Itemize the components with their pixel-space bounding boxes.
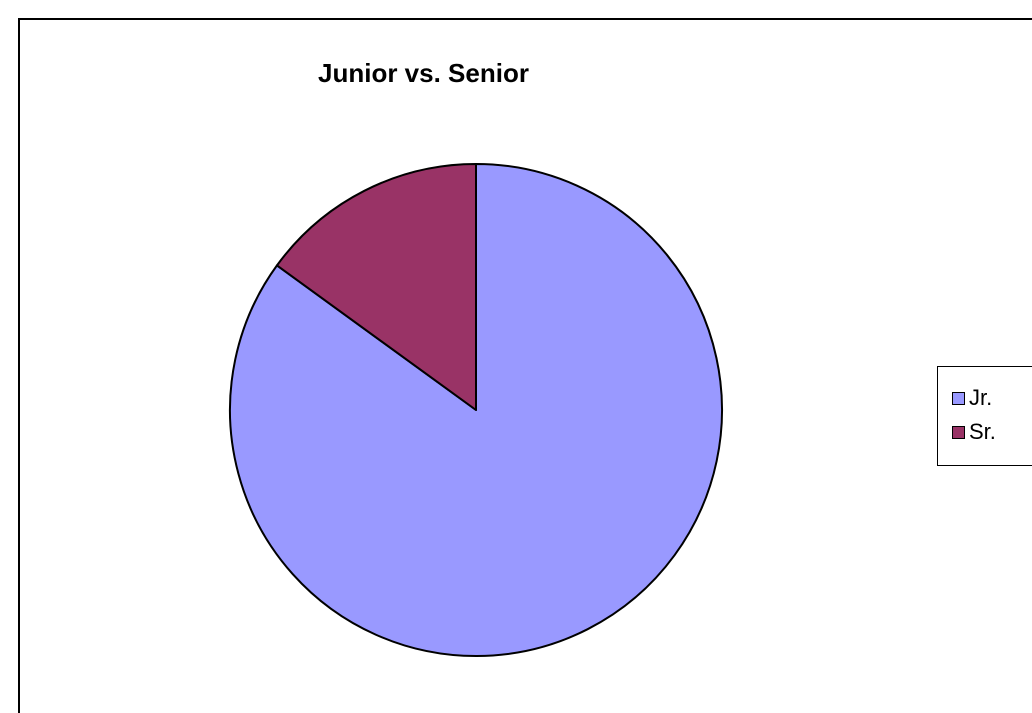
legend-item-jr: Jr. (952, 385, 993, 410)
pie-slice-jr (228, 163, 723, 657)
legend-swatch-jr (952, 391, 965, 405)
chart-title: Junior vs. Senior (318, 58, 529, 88)
legend-swatch-sr (952, 425, 965, 439)
legend-label-sr: Sr. (969, 419, 996, 444)
pie-slice-sr (275, 163, 477, 411)
legend: Jr. Sr. (937, 366, 1032, 466)
legend-label-jr: Jr. (969, 385, 993, 410)
legend-item-sr: Sr. (952, 419, 996, 444)
